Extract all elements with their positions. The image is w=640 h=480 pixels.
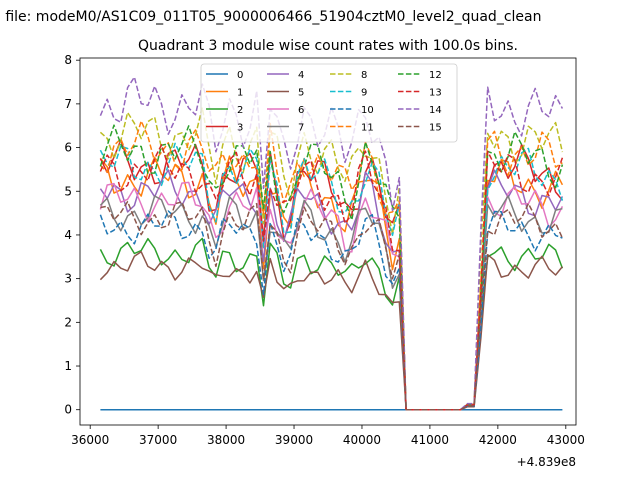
- x-axis: 36000 37000 38000 39000 40000 41000 42000 43000: [71, 425, 585, 447]
- series-lines: [99, 76, 564, 411]
- legend-label: 8: [361, 70, 367, 81]
- x-tick-label: 38000: [207, 433, 245, 447]
- chart-title: Quadrant 3 module wise count rates with …: [138, 38, 518, 54]
- legend-label: 3: [237, 123, 243, 134]
- x-tick-label: 39000: [275, 433, 313, 447]
- series-line-5: [99, 251, 563, 411]
- legend-label: 15: [429, 123, 442, 134]
- legend-label: 7: [298, 123, 304, 134]
- y-tick-label: 5: [64, 184, 72, 198]
- x-tick-label: 41000: [411, 433, 449, 447]
- series-line-10: [99, 210, 563, 411]
- y-tick-label: 8: [64, 53, 72, 67]
- legend-label: 13: [429, 88, 442, 99]
- legend-label: 4: [298, 70, 304, 81]
- figure-suptitle: n file: modeM0/AS1C09_011T05_9000006466_…: [0, 9, 541, 25]
- legend-label: 10: [361, 105, 374, 116]
- y-tick-label: 4: [64, 228, 72, 242]
- y-tick-label: 6: [64, 141, 72, 155]
- series-line-12: [99, 124, 564, 411]
- series-line-7: [99, 195, 563, 411]
- y-tick-label: 0: [64, 403, 72, 417]
- legend-label: 12: [429, 70, 442, 81]
- series-line-15: [100, 200, 564, 411]
- x-tick-label: 36000: [71, 433, 109, 447]
- y-tick-label: 1: [64, 359, 72, 373]
- x-tick-label: 40000: [343, 433, 381, 447]
- legend-label: 5: [298, 88, 304, 99]
- y-tick-label: 2: [64, 315, 72, 329]
- legend-label: 2: [237, 105, 243, 116]
- legend-box: [200, 63, 458, 143]
- series-line-14: [99, 76, 564, 411]
- plot-frame: [79, 57, 577, 426]
- series-line-9: [99, 142, 564, 411]
- legend-label: 6: [298, 105, 304, 116]
- legend-label: 0: [237, 70, 243, 81]
- x-tick-label: 42000: [479, 433, 517, 447]
- y-axis: 0 1 2 3 4 5 6 7 8: [64, 53, 80, 417]
- legend-label: 11: [361, 123, 374, 134]
- y-tick-label: 7: [64, 97, 72, 111]
- x-offset-label: +4.839e8: [517, 455, 576, 469]
- legend-label: 1: [237, 88, 243, 99]
- x-tick-label: 37000: [139, 433, 177, 447]
- legend-label: 9: [361, 88, 367, 99]
- y-tick-label: 3: [64, 272, 72, 286]
- series-line-11: [99, 120, 563, 411]
- series-line-13: [99, 144, 564, 411]
- x-tick-label: 43000: [547, 433, 585, 447]
- legend-label: 14: [429, 105, 442, 116]
